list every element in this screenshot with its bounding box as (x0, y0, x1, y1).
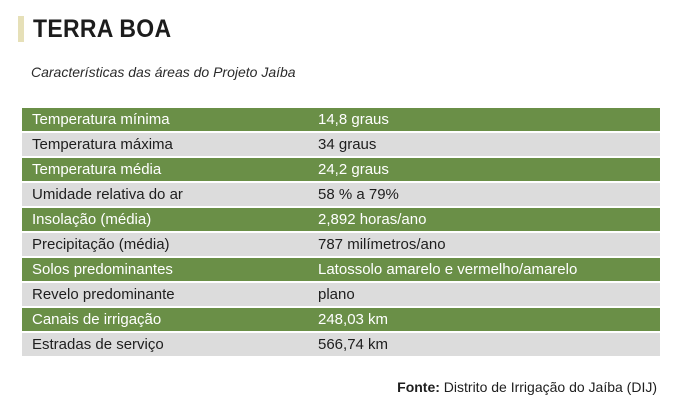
row-label: Insolação (média) (32, 211, 152, 228)
table-row: Temperatura máxima 34 graus (22, 133, 660, 156)
source-label: Fonte: (397, 379, 440, 395)
row-value: 24,2 graus (318, 161, 389, 178)
row-label: Umidade relativa do ar (32, 186, 183, 203)
table-row: Estradas de serviço 566,74 km (22, 333, 660, 356)
table-row: Insolação (média) 2,892 horas/ano (22, 208, 660, 231)
row-value: 34 graus (318, 136, 377, 153)
table-row: Precipitação (média) 787 milímetros/ano (22, 233, 660, 256)
table-row: Canais de irrigação 248,03 km (22, 308, 660, 331)
row-value: 14,8 graus (318, 111, 389, 128)
row-label: Estradas de serviço (32, 336, 164, 353)
title-accent-bar (18, 16, 24, 42)
title-block: TERRA BOA (18, 14, 183, 44)
source-credit: Fonte: Distrito de Irrigação do Jaíba (D… (397, 379, 657, 395)
table-row: Temperatura mínima 14,8 graus (22, 108, 660, 131)
row-label: Solos predominantes (32, 261, 173, 278)
characteristics-table: Temperatura mínima 14,8 graus Temperatur… (22, 108, 660, 358)
table-row: Umidade relativa do ar 58 % a 79% (22, 183, 660, 206)
row-label: Canais de irrigação (32, 311, 162, 328)
row-label: Precipitação (média) (32, 236, 170, 253)
row-label: Temperatura média (32, 161, 162, 178)
row-value: 58 % a 79% (318, 186, 399, 203)
row-value: Latossolo amarelo e vermelho/amarelo (318, 261, 578, 278)
source-text: Distrito de Irrigação do Jaíba (DIJ) (443, 379, 657, 395)
row-value: 248,03 km (318, 311, 389, 328)
row-value: plano (318, 286, 355, 303)
page-title: TERRA BOA (33, 14, 172, 43)
table-row: Temperatura média 24,2 graus (22, 158, 660, 181)
subtitle: Características das áreas do Projeto Jaí… (31, 64, 296, 80)
row-value: 2,892 horas/ano (318, 211, 427, 228)
row-label: Temperatura máxima (32, 136, 173, 153)
table-row: Revelo predominante plano (22, 283, 660, 306)
row-value: 566,74 km (318, 336, 389, 353)
row-value: 787 milímetros/ano (318, 236, 446, 253)
row-label: Temperatura mínima (32, 111, 170, 128)
table-row: Solos predominantes Latossolo amarelo e … (22, 258, 660, 281)
row-label: Revelo predominante (32, 286, 175, 303)
